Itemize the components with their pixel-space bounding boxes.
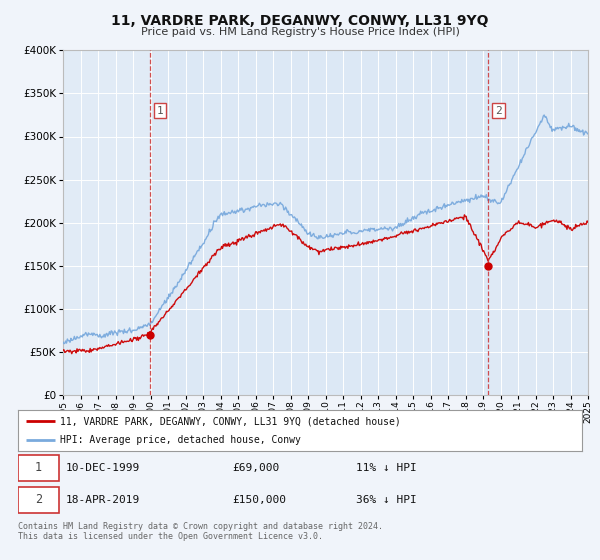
Text: 36% ↓ HPI: 36% ↓ HPI: [356, 495, 417, 505]
Bar: [488, 50, 588, 395]
Text: Price paid vs. HM Land Registry's House Price Index (HPI): Price paid vs. HM Land Registry's House …: [140, 27, 460, 37]
Text: 11% ↓ HPI: 11% ↓ HPI: [356, 463, 417, 473]
Text: 1: 1: [157, 106, 163, 116]
Text: HPI: Average price, detached house, Conwy: HPI: Average price, detached house, Conw…: [60, 435, 301, 445]
Text: 1: 1: [35, 461, 42, 474]
Text: 11, VARDRE PARK, DEGANWY, CONWY, LL31 9YQ: 11, VARDRE PARK, DEGANWY, CONWY, LL31 9Y…: [111, 14, 489, 28]
FancyBboxPatch shape: [18, 455, 59, 480]
Bar: [63, 50, 149, 395]
Text: £69,000: £69,000: [232, 463, 280, 473]
Text: 2: 2: [35, 493, 42, 506]
FancyBboxPatch shape: [18, 487, 59, 513]
Text: £150,000: £150,000: [232, 495, 286, 505]
Text: 18-APR-2019: 18-APR-2019: [66, 495, 140, 505]
Text: 2: 2: [495, 106, 502, 116]
Text: Contains HM Land Registry data © Crown copyright and database right 2024.
This d: Contains HM Land Registry data © Crown c…: [18, 522, 383, 542]
Text: 11, VARDRE PARK, DEGANWY, CONWY, LL31 9YQ (detached house): 11, VARDRE PARK, DEGANWY, CONWY, LL31 9Y…: [60, 417, 401, 426]
Text: 10-DEC-1999: 10-DEC-1999: [66, 463, 140, 473]
